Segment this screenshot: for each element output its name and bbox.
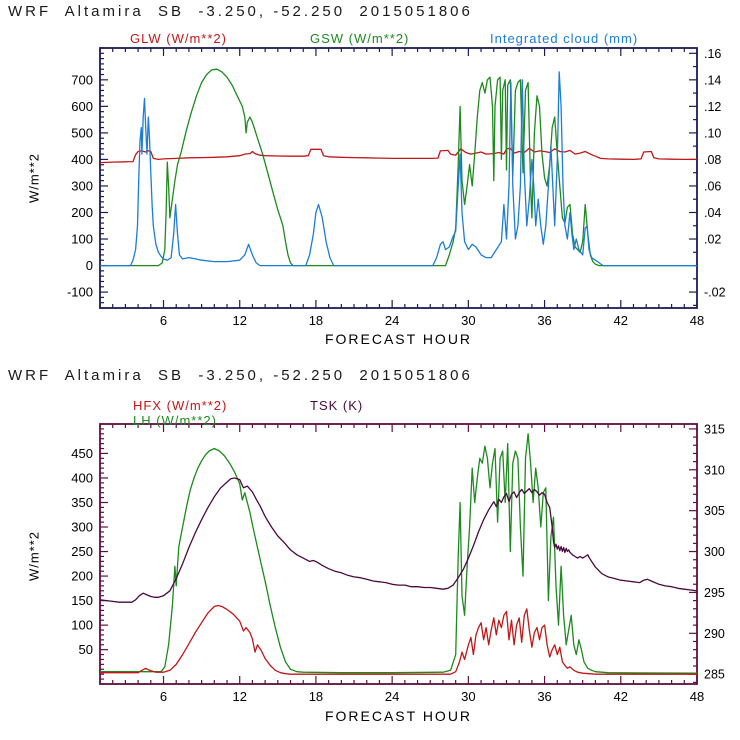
svg-text:12: 12 xyxy=(232,313,246,328)
series-IntegratedCloud xyxy=(100,71,697,267)
svg-text:350: 350 xyxy=(71,495,93,510)
top-x-axis-label: FORECAST HOUR xyxy=(324,331,473,347)
top-chart-title: WRF Altamira SB -3.250, -52.250 20150518… xyxy=(8,3,473,20)
svg-text:.14: .14 xyxy=(704,73,721,87)
series-TSK xyxy=(100,477,697,603)
bottom-y-axis-label: W/m**2 xyxy=(26,530,42,582)
svg-text:24: 24 xyxy=(385,689,399,704)
svg-text:400: 400 xyxy=(71,470,93,485)
svg-text:30: 30 xyxy=(461,313,475,328)
svg-text:700: 700 xyxy=(71,72,93,87)
svg-text:30: 30 xyxy=(461,689,475,704)
legend-gsw: GSW (W/m**2) xyxy=(310,31,410,46)
legend-glw: GLW (W/m**2) xyxy=(130,31,227,46)
svg-text:400: 400 xyxy=(71,152,93,167)
svg-text:290: 290 xyxy=(704,627,725,641)
svg-text:.06: .06 xyxy=(704,179,721,193)
svg-text:285: 285 xyxy=(704,668,725,682)
svg-text:.10: .10 xyxy=(704,126,721,140)
series-HFX xyxy=(100,604,697,675)
svg-text:305: 305 xyxy=(704,504,725,518)
svg-text:200: 200 xyxy=(71,205,93,220)
chart-1: 6 12 18 24 30 36 42 48 50 100 150 200 250 300 350 400 45… xyxy=(71,422,725,704)
legend-hfx: HFX (W/m**2) xyxy=(133,398,228,413)
svg-text:48: 48 xyxy=(690,313,704,328)
svg-text:6: 6 xyxy=(160,313,167,328)
top-y-axis-label: W/m**2 xyxy=(26,152,42,204)
svg-text:-100: -100 xyxy=(67,285,93,300)
svg-text:310: 310 xyxy=(704,463,725,477)
svg-text:295: 295 xyxy=(704,586,725,600)
series-GSW xyxy=(100,68,697,267)
series-LH xyxy=(100,433,697,674)
legend-tsk: TSK (K) xyxy=(310,398,364,413)
svg-text:6: 6 xyxy=(160,689,167,704)
svg-text:300: 300 xyxy=(704,545,725,559)
svg-text:42: 42 xyxy=(614,313,628,328)
svg-text:18: 18 xyxy=(309,313,323,328)
svg-text:315: 315 xyxy=(704,422,725,436)
chart-0: 6 12 18 24 30 36 42 48 -100 0 100 200 300 400 500 600 70… xyxy=(67,47,726,328)
series-GLW xyxy=(100,147,697,164)
svg-text:250: 250 xyxy=(71,544,93,559)
svg-text:200: 200 xyxy=(71,569,93,584)
svg-text:.16: .16 xyxy=(704,47,721,61)
svg-text:.08: .08 xyxy=(704,153,721,167)
bottom-x-axis-label: FORECAST HOUR xyxy=(324,708,473,724)
svg-text:50: 50 xyxy=(79,642,93,657)
svg-text:18: 18 xyxy=(309,689,323,704)
svg-text:.04: .04 xyxy=(704,206,721,220)
svg-text:36: 36 xyxy=(537,689,551,704)
svg-text:100: 100 xyxy=(71,232,93,247)
bottom-chart-title: WRF Altamira SB -3.250, -52.250 20150518… xyxy=(8,367,473,384)
svg-text:.12: .12 xyxy=(704,100,721,114)
svg-text:-.02: -.02 xyxy=(704,286,726,300)
svg-text:.02: .02 xyxy=(704,233,721,247)
svg-text:600: 600 xyxy=(71,99,93,114)
svg-text:150: 150 xyxy=(71,593,93,608)
svg-text:300: 300 xyxy=(71,520,93,535)
svg-text:0: 0 xyxy=(86,258,93,273)
svg-text:36: 36 xyxy=(537,313,551,328)
svg-text:450: 450 xyxy=(71,446,93,461)
svg-text:12: 12 xyxy=(232,689,246,704)
legend-lh: LH (W/m**2) xyxy=(133,413,217,428)
svg-text:500: 500 xyxy=(71,125,93,140)
svg-text:100: 100 xyxy=(71,618,93,633)
svg-text:300: 300 xyxy=(71,178,93,193)
svg-text:48: 48 xyxy=(690,689,704,704)
legend-cloud: Integrated cloud (mm) xyxy=(490,31,639,46)
svg-text:42: 42 xyxy=(614,689,628,704)
svg-text:24: 24 xyxy=(385,313,399,328)
